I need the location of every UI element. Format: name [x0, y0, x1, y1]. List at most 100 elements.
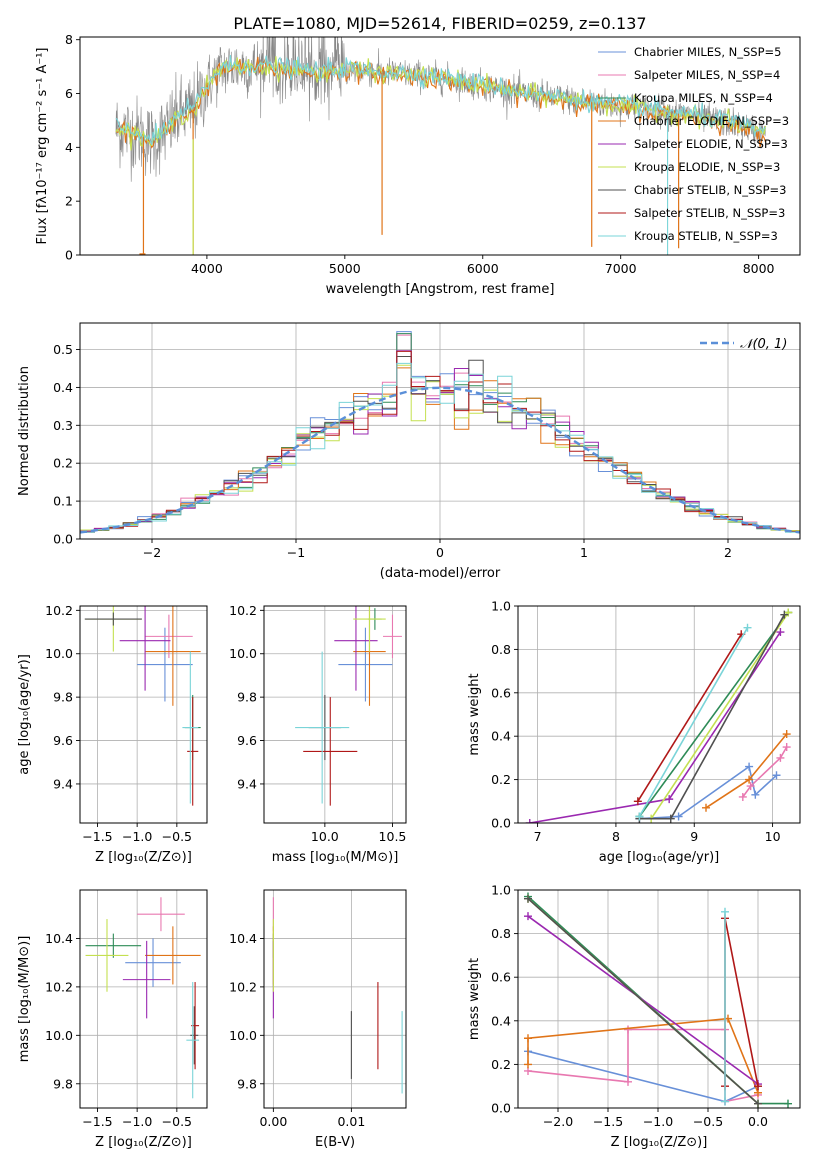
weight-line-ss [637, 633, 742, 802]
axes-frame [263, 889, 407, 1109]
weight-marker-km [784, 1099, 792, 1108]
axes-frame [517, 605, 801, 824]
y-tick-label: 9.6 [53, 733, 73, 748]
y-tick-label: 9.4 [53, 776, 73, 791]
y-tick-label: 0.2 [491, 1057, 511, 1072]
x-tick-label: 9 [690, 829, 698, 844]
y-tick-label: 9.8 [237, 690, 257, 705]
x-tick-label: 7 [534, 829, 542, 844]
y-tick-label: 0.4 [491, 1013, 511, 1028]
y-tick-label: 2 [65, 194, 73, 209]
weight-marker-ce [702, 803, 710, 812]
weight-marker-ks [635, 812, 644, 821]
plot-area [524, 892, 792, 1108]
y-tick-label: 10.2 [229, 979, 257, 994]
x-tick-label: −2.0 [543, 1114, 573, 1129]
y-tick-label: 0.4 [491, 729, 511, 744]
y-tick-label: 0.0 [491, 1101, 511, 1116]
legend-entry: Kroupa ELODIE, N_SSP=3 [634, 160, 780, 174]
weight-marker-ce [745, 775, 754, 784]
x-axis-label: Z [log₁₀(Z/Z⊙)] [95, 1135, 192, 1150]
y-tick-label: 10.0 [229, 646, 257, 661]
weight-marker-cs [754, 1099, 762, 1108]
y-tick-label: 0.3 [53, 418, 73, 433]
legend-entry: Chabrier MILES, N_SSP=5 [634, 45, 781, 59]
x-axis-label: Z [log₁₀(Z/Z⊙)] [611, 1135, 708, 1150]
weight-marker-cm [751, 790, 760, 799]
x-tick-label: 1 [580, 545, 588, 560]
x-tick-label: 6000 [467, 261, 499, 276]
y-tick-label: 0.2 [491, 772, 511, 787]
weight-line-ks [638, 627, 749, 817]
y-axis-label: age [log₁₀(age/yr)] [17, 654, 32, 775]
x-tick-label: 4000 [191, 261, 223, 276]
y-axis-label: mass weight [467, 958, 482, 1040]
weight-marker-cs [524, 894, 532, 903]
weight-vs-metallicity-panel: −2.0 −1.5 −1.0 −0.5 0.0 0.0 0.2 0.4 0.6 0.8 1.0 Z [… [467, 883, 801, 1150]
weight-line-sm [527, 1028, 759, 1103]
x-tick-label: −0.5 [162, 829, 192, 844]
weight-marker-cm [745, 762, 754, 771]
x-tick-label: −0.5 [162, 1114, 192, 1129]
weight-marker-sm [624, 1025, 632, 1034]
x-tick-label: 0.0 [748, 1114, 768, 1129]
plot-area [525, 608, 793, 823]
y-tick-label: 1.0 [491, 599, 511, 614]
x-tick-label: −1.5 [82, 1114, 112, 1129]
x-tick-label: 0 [436, 545, 444, 560]
weight-marker-se [525, 819, 534, 823]
axes-frame [263, 605, 407, 824]
plot-area [84, 606, 201, 806]
legend-entry: Salpeter ELODIE, N_SSP=3 [634, 137, 788, 151]
spectrum-panel: 4000 5000 6000 7000 8000 0 2 4 6 8 wavelength [Ang… [35, 32, 801, 297]
x-axis-label: (data-model)/error [380, 566, 501, 581]
plot-area [272, 897, 403, 1094]
y-tick-label: 0.6 [491, 970, 511, 985]
x-tick-label: −0.5 [693, 1114, 723, 1129]
weight-marker-ss [754, 1082, 762, 1091]
weight-marker-se [776, 628, 785, 637]
y-tick-label: 1.0 [491, 883, 511, 898]
x-tick-label: −1.0 [122, 1114, 152, 1129]
legend-entry: Chabrier STELIB, N_SSP=3 [634, 183, 786, 197]
x-tick-label: 7000 [605, 261, 637, 276]
model-spectrum-line [115, 55, 766, 147]
plot-area [80, 331, 800, 534]
y-tick-label: 4 [65, 140, 73, 155]
y-axis-label: Flux [fλ10⁻¹⁷ erg cm⁻² s⁻¹ A⁻¹] [35, 48, 50, 245]
weight-line-ke [650, 612, 789, 820]
y-tick-label: 0.5 [53, 342, 73, 357]
weight-line-sm [742, 746, 788, 798]
x-tick-label: −1.5 [593, 1114, 623, 1129]
y-tick-label: 10.4 [45, 931, 73, 946]
weight-vs-age-panel: 7 8 9 10 0.0 0.2 0.4 0.6 0.8 1.0 age [log₁₀(age/yr… [467, 599, 801, 865]
y-tick-label: 8 [65, 32, 73, 47]
weight-line-cs [527, 898, 759, 1105]
x-tick-label: 2 [724, 545, 732, 560]
x-axis-label: wavelength [Angstrom, rest frame] [326, 282, 555, 297]
weight-marker-sm [776, 753, 785, 762]
x-tick-label: 0.00 [259, 1114, 287, 1129]
axes-frame [79, 889, 208, 1109]
weight-marker-ce [524, 1034, 532, 1043]
legend-entry: Chabrier ELODIE, N_SSP=3 [634, 114, 789, 128]
y-tick-label: 0.0 [491, 816, 511, 831]
y-tick-label: 0.0 [53, 532, 73, 547]
legend-entry: Kroupa STELIB, N_SSP=3 [634, 229, 778, 243]
x-tick-label: 8000 [743, 261, 775, 276]
y-tick-label: 10.2 [45, 979, 73, 994]
x-axis-label: Z [log₁₀(Z/Z⊙)] [95, 850, 192, 865]
y-tick-label: 10.4 [229, 931, 257, 946]
y-tick-label: 9.8 [237, 1076, 257, 1091]
y-tick-label: 9.6 [237, 733, 257, 748]
y-tick-label: 0 [65, 248, 73, 263]
y-tick-label: 0.1 [53, 494, 73, 509]
y-tick-label: 10.0 [45, 1028, 73, 1043]
legend-entry: Kroupa MILES, N_SSP=4 [634, 91, 773, 105]
y-tick-label: 10.0 [229, 1028, 257, 1043]
weight-marker-cm [674, 812, 683, 821]
x-tick-label: −1.5 [82, 829, 112, 844]
axes-frame [79, 605, 208, 824]
y-tick-label: 0.2 [53, 456, 73, 471]
